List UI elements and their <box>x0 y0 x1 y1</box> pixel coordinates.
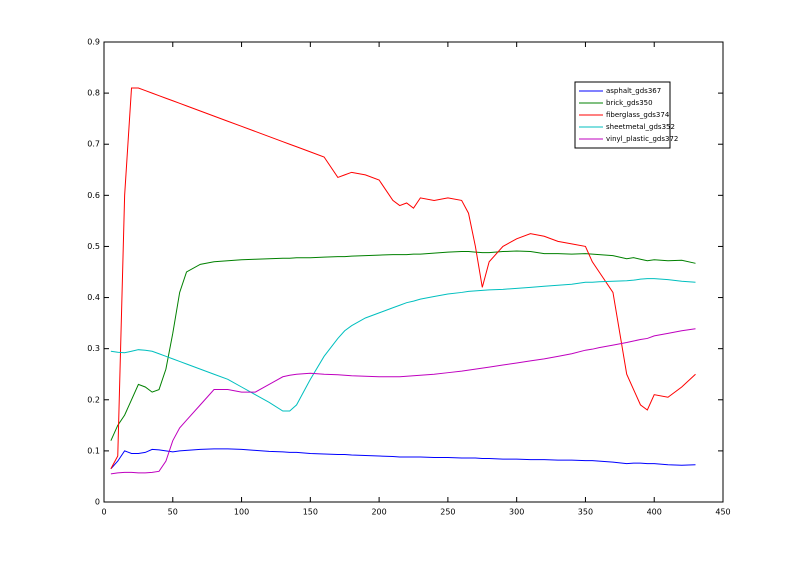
legend-label: vinyl_plastic_gds372 <box>606 135 678 143</box>
x-tick-label: 100 <box>234 508 249 517</box>
y-tick-label: 0.2 <box>87 395 100 404</box>
legend-label: fiberglass_gds374 <box>606 111 670 119</box>
x-tick-label: 0 <box>101 508 106 517</box>
x-tick-label: 450 <box>715 508 730 517</box>
series-line <box>110 250 696 441</box>
x-tick-label: 250 <box>440 508 455 517</box>
y-tick-label: 0.1 <box>87 446 100 455</box>
y-tick-label: 0 <box>95 498 100 507</box>
y-tick-label: 0.5 <box>87 242 100 251</box>
x-tick-label: 50 <box>168 508 178 517</box>
legend-label: asphalt_gds367 <box>606 87 661 95</box>
x-tick-label: 200 <box>371 508 386 517</box>
y-tick-label: 0.7 <box>87 140 100 149</box>
x-tick-label: 350 <box>578 508 593 517</box>
legend-label: sheetmetal_gds352 <box>606 123 675 131</box>
series-line <box>110 448 696 470</box>
series-line <box>110 328 696 475</box>
x-tick-label: 300 <box>509 508 524 517</box>
legend-label: brick_gds350 <box>606 99 653 107</box>
x-tick-label: 150 <box>303 508 318 517</box>
x-tick-label: 400 <box>647 508 662 517</box>
y-tick-label: 0.3 <box>87 344 100 353</box>
series-line <box>110 87 696 470</box>
y-tick-label: 0.4 <box>87 293 100 302</box>
y-tick-label: 0.6 <box>87 191 100 200</box>
series-line <box>110 278 696 412</box>
y-tick-label: 0.9 <box>87 38 100 47</box>
y-tick-label: 0.8 <box>87 89 100 98</box>
